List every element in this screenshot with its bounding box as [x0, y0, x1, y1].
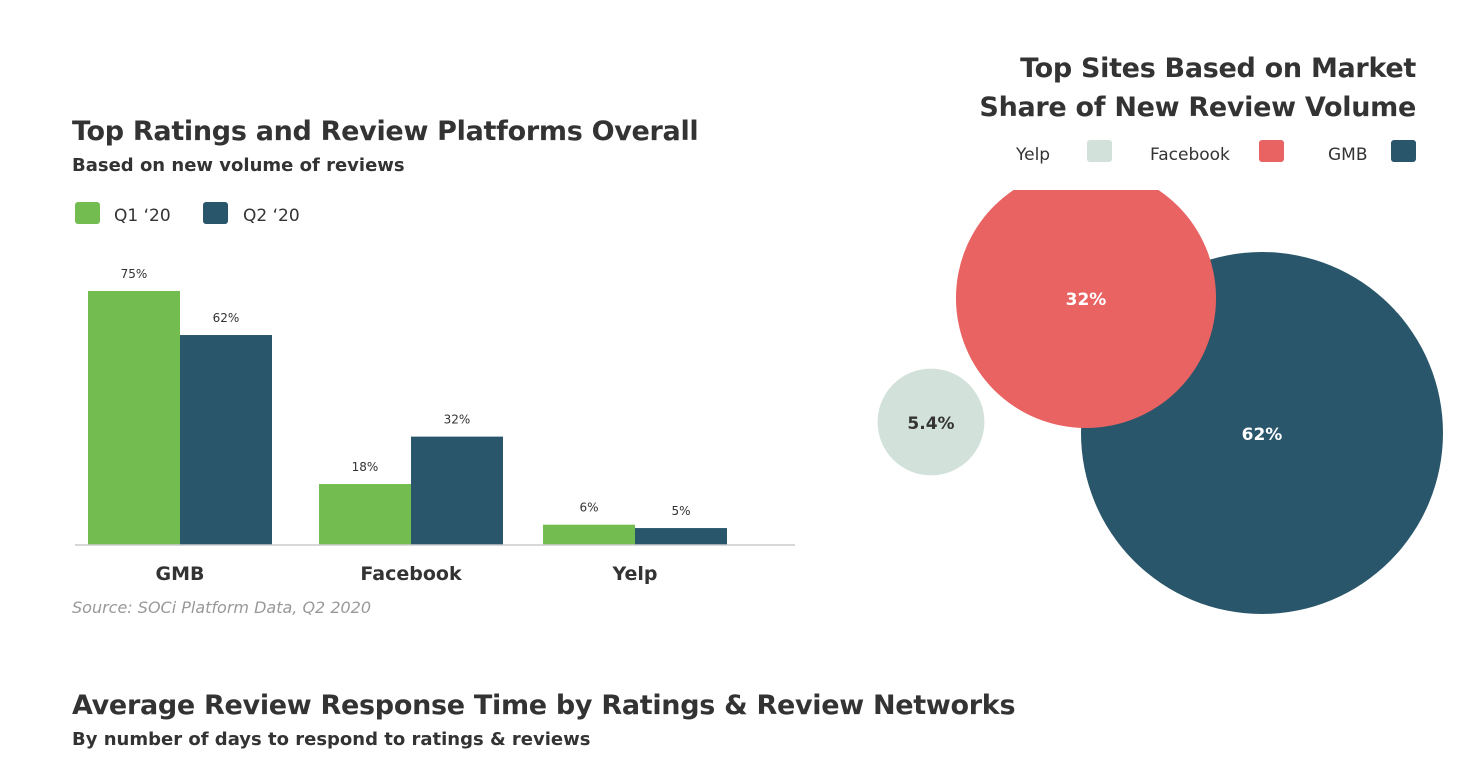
- category-label-facebook: Facebook: [360, 563, 462, 585]
- bubble-chart-title-line2: Share of New Review Volume: [979, 92, 1416, 123]
- legend-label-q2: Q2 ‘20: [243, 206, 300, 226]
- bar-chart-title: Top Ratings and Review Platforms Overall: [72, 116, 699, 147]
- bar-facebook-q2: [411, 436, 503, 545]
- bubble-facebook: [956, 190, 1216, 428]
- data-label-facebook-q1: 18%: [352, 460, 379, 474]
- section-subtitle: By number of days to respond to ratings …: [72, 729, 591, 750]
- data-label-yelp-q2: 5%: [671, 504, 690, 518]
- section-title: Average Review Response Time by Ratings …: [72, 690, 1016, 721]
- data-label-facebook-q2: 32%: [444, 413, 471, 427]
- bar-chart-plot: 75% 62% GMB 18% 32% Facebook 6% 5% Yelp: [75, 267, 795, 585]
- bar-gmb-q1: [88, 291, 180, 545]
- bubble-yelp: [877, 368, 985, 476]
- bubble-legend-swatch-facebook: [1259, 140, 1284, 162]
- category-label-yelp: Yelp: [611, 563, 657, 585]
- legend-label-q1: Q1 ‘20: [114, 206, 171, 226]
- category-label-gmb: GMB: [156, 563, 205, 585]
- bar-chart-subtitle: Based on new volume of reviews: [72, 155, 405, 176]
- data-label-gmb-q1: 75%: [121, 267, 148, 281]
- data-label-gmb-q2: 62%: [213, 311, 240, 325]
- bubble-legend-label-yelp: Yelp: [1016, 145, 1051, 165]
- bubble-label-facebook: 32%: [1066, 290, 1107, 310]
- bubble-label-yelp: 5.4%: [907, 414, 954, 434]
- bubble-legend-label-facebook: Facebook: [1150, 145, 1230, 165]
- bar-facebook-q1: [319, 484, 411, 545]
- bar-gmb-q2: [180, 335, 272, 545]
- bubble-label-gmb: 62%: [1242, 425, 1283, 445]
- bar-chart-source: Source: SOCi Platform Data, Q2 2020: [72, 598, 372, 617]
- bubble-legend-swatch-yelp: [1087, 140, 1112, 162]
- legend-swatch-q1: [75, 202, 100, 224]
- bubble-legend-label-gmb: GMB: [1328, 145, 1368, 165]
- data-label-yelp-q1: 6%: [579, 501, 598, 515]
- bubble-legend-swatch-gmb: [1391, 140, 1416, 162]
- bar-yelp-q2: [635, 528, 727, 545]
- bar-yelp-q1: [543, 524, 635, 545]
- bubble-chart-title-line1: Top Sites Based on Market: [1020, 53, 1416, 84]
- bubble-chart-plot: 5.4% 62% 32%: [877, 190, 1443, 614]
- legend-swatch-q2: [203, 202, 228, 224]
